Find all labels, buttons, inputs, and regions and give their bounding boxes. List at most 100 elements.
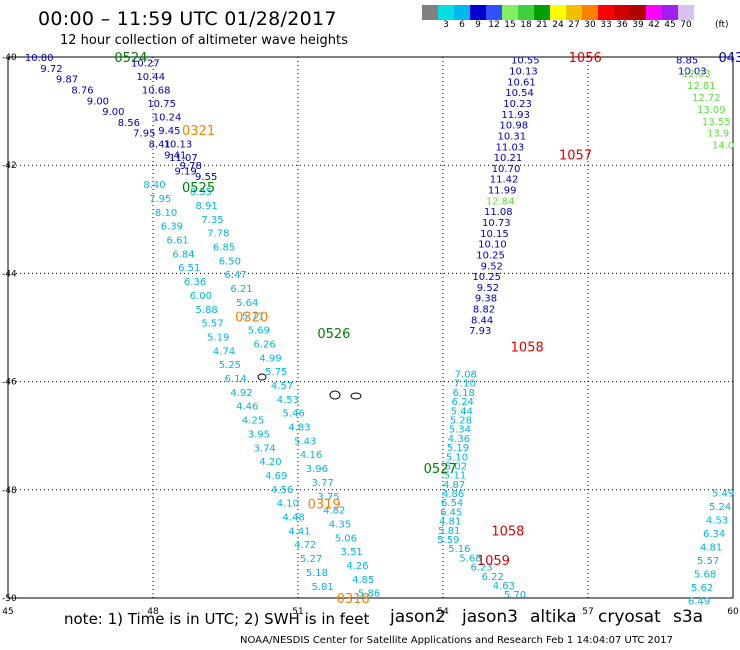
color-scale-tick: 15 [504,20,516,30]
color-scale-tick: 21 [536,20,548,30]
wave-height-value: 3.95 [248,429,270,440]
color-scale-tick: 30 [584,20,596,30]
wave-height-value: 6.49 [688,597,710,608]
wave-height-value: 3.75 [317,492,339,503]
wave-height-value: 12.84 [486,196,515,207]
color-swatch [438,5,454,20]
island [329,390,341,400]
wave-height-value: 9.55 [195,172,217,183]
wave-height-value: 6.54 [441,498,463,509]
wave-height-value: 7.93 [469,326,491,337]
wave-height-value: 5.27 [300,554,322,565]
wave-height-value: 5.88 [196,305,218,316]
wave-height-value: 9.78 [180,161,202,172]
wave-height-value: 3.96 [306,464,328,475]
wave-height-value: 8.76 [71,85,93,96]
color-scale-tick: 45 [664,20,676,30]
pass-time-label: 1056 [569,51,602,66]
lon-tick-label: 48 [147,607,159,617]
pass-time-label: 0527 [424,462,457,477]
wave-height-value: 7.35 [201,215,223,226]
color-swatch [454,5,470,20]
lat-tick-label: -48 [2,486,17,496]
wave-height-value: 8.56 [118,118,140,129]
wave-height-value: 4.86 [442,489,464,500]
wave-height-value: 5.69 [248,326,270,337]
wave-height-value: 10.98 [499,121,528,132]
map-title: 00:00 – 11:59 UTC 01/28/2017 [38,8,337,30]
color-scale-tick: 27 [568,20,580,30]
wave-height-value: 12.03 [682,69,711,80]
wave-height-value: 10.73 [482,218,511,229]
pass-time-label: 0320 [235,311,268,326]
legend-jason2: jason2 [390,607,446,627]
wave-height-value: 6.39 [161,222,183,233]
wave-height-value: 12.81 [687,81,716,92]
pass-time-label: 1057 [559,148,592,163]
color-scale-unit: (ft) [715,20,729,30]
wave-height-value: 11.07 [169,153,198,164]
color-scale-tick: 33 [600,20,612,30]
color-swatch [566,5,582,20]
pass-time-label: 0431 [719,51,740,66]
pass-time-label: 0526 [317,327,350,342]
wave-height-value: 9.45 [158,126,180,137]
wave-height-value: 5.62 [691,583,713,594]
wave-height-value: 5.24 [709,502,731,513]
wave-height-value: 6.24 [452,397,474,408]
wave-height-value: 4.48 [283,513,305,524]
wave-height-value: 5.75 [265,367,287,378]
lat-tick-label: -44 [2,269,17,279]
color-scale-labels: 3 6 9 12 15 18 21 24 27 30 33 36 39 42 45 70 [422,20,722,34]
wave-height-value: 10.44 [136,72,165,83]
lon-tick-label: 57 [582,607,593,617]
color-swatch [614,5,630,20]
wave-height-value: 5.44 [451,406,473,417]
wave-height-value: 4.16 [300,450,322,461]
wave-height-value: 4.25 [242,416,264,427]
wave-height-value: 4.53 [706,516,728,527]
lat-tick-label: -42 [2,161,17,171]
wave-height-value: 6.50 [219,256,241,267]
pass-time-label: 0318 [337,592,370,607]
wave-height-value: 5.11 [444,471,466,482]
color-scale-tick: 36 [616,20,628,30]
color-swatch [518,5,534,20]
wave-height-value: 9.52 [477,283,499,294]
wave-height-value: 5.46 [283,409,305,420]
wave-height-value: 10.70 [492,164,521,175]
wave-height-value: 5.81 [438,526,460,537]
color-swatch [662,5,678,20]
wave-height-value: 10.80 [25,53,54,64]
wave-height-value: 13.55 [702,117,731,128]
wave-height-value: 4.81 [700,543,722,554]
wave-height-value: 5.57 [697,556,719,567]
pass-time-label: 1058 [491,524,524,539]
wave-height-value: 6.36 [184,277,206,288]
wave-height-value: 4.69 [265,471,287,482]
color-swatch [422,5,438,20]
wave-height-value: 5.81 [312,582,334,593]
wave-height-value: 6.23 [471,563,493,574]
wave-height-value: 6.21 [230,284,252,295]
wave-height-value: 9.19 [175,167,197,178]
wave-height-value: 4.26 [346,561,368,572]
color-swatch [598,5,614,20]
wave-height-value: 6.26 [254,339,276,350]
legend-s3a: s3a [673,607,704,627]
wave-height-value: 4.56 [271,485,293,496]
legend-altika: altika [530,607,577,627]
wave-height-value: 8.82 [473,305,495,316]
wave-height-value: 10.13 [509,67,538,78]
wave-height-value: 4.57 [271,381,293,392]
legend-jason3: jason3 [462,607,518,627]
wave-height-value: 4.10 [277,499,299,510]
wave-height-value: 9.00 [87,96,109,107]
legend-cryosat: cryosat [598,607,661,627]
wave-height-value: 4.36 [448,434,470,445]
wave-height-value: 5.59 [437,535,459,546]
wave-height-value: 10.23 [503,99,532,110]
wave-height-value: 7.10 [454,379,476,390]
wave-height-value: 9.72 [40,64,62,75]
wave-height-value: 4.99 [259,353,281,364]
